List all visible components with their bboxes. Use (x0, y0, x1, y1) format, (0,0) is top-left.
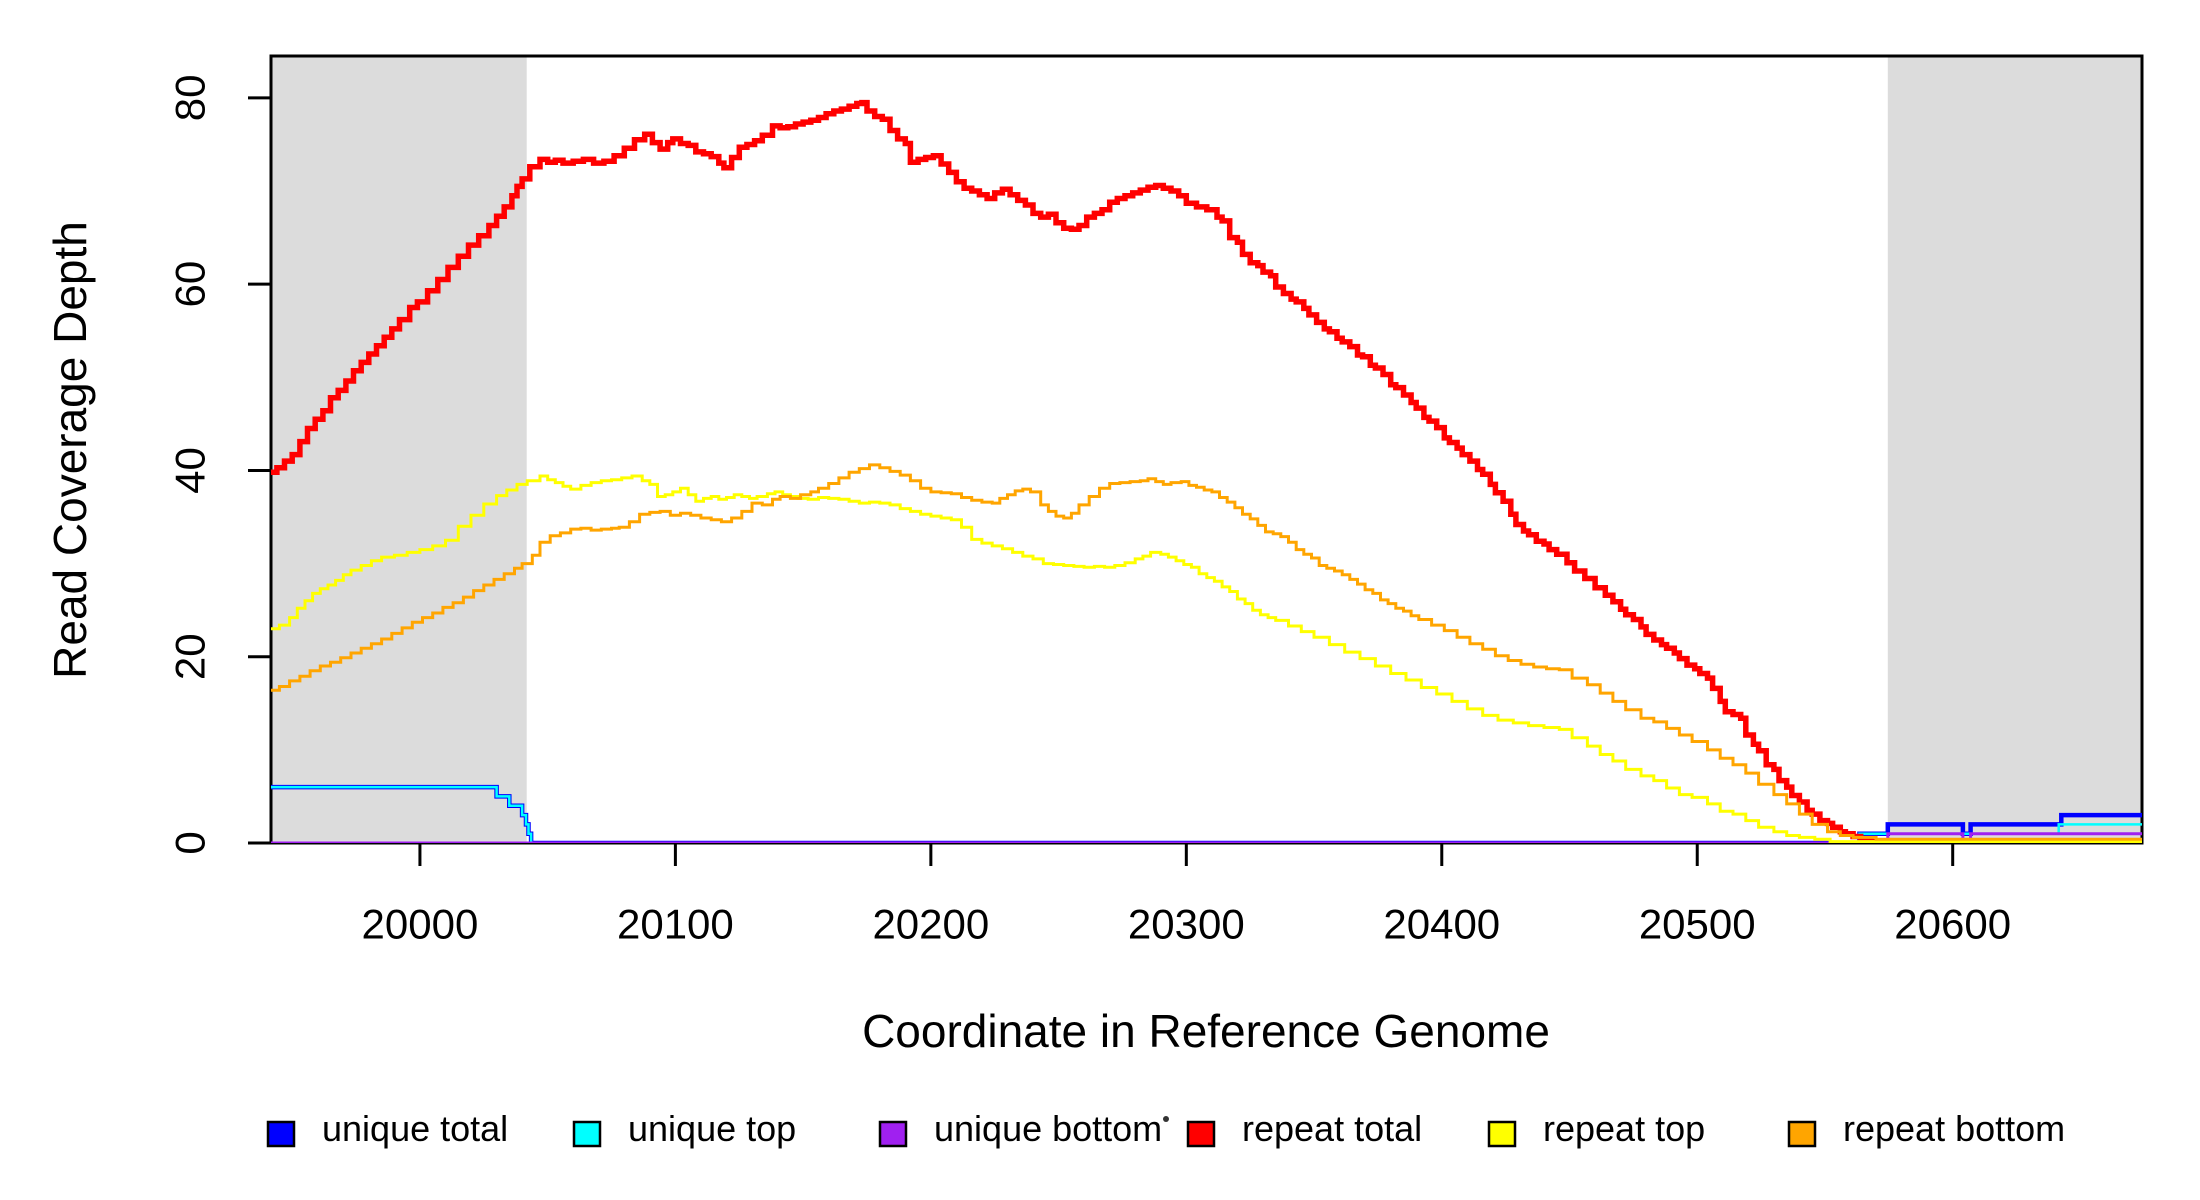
plot-box (269, 54, 2144, 845)
legend-label: unique bottom (934, 1108, 1162, 1149)
y-tick-label: 80 (167, 75, 214, 122)
legend-swatch-repeat-total (1186, 1120, 1216, 1148)
series-lines (271, 99, 2142, 843)
stray-dot (1163, 1116, 1169, 1122)
x-axis-title: Coordinate in Reference Genome (862, 1005, 1550, 1057)
y-axis-title: Read Coverage Depth (44, 221, 96, 679)
y-tick-label: 40 (167, 447, 214, 494)
legend-label: repeat top (1543, 1108, 1705, 1149)
y-tick-label: 0 (167, 831, 214, 854)
x-tick-label: 20100 (617, 901, 734, 948)
x-tick-label: 20500 (1639, 901, 1756, 948)
series-line-repeat-bottom (271, 463, 2142, 841)
shaded-regions (271, 56, 2142, 843)
x-tick-label: 20000 (362, 901, 479, 948)
y-tick-label: 20 (167, 633, 214, 680)
x-tick-label: 20600 (1894, 901, 2011, 948)
legend: unique total unique top unique bottom repea… (266, 1108, 2065, 1149)
legend-swatch-repeat-bottom (1787, 1120, 1817, 1148)
x-tick-label: 20200 (872, 901, 989, 948)
x-tick-label: 20400 (1383, 901, 1500, 948)
legend-label: repeat total (1242, 1108, 1422, 1149)
series-line-repeat-total (271, 99, 2142, 843)
tick-labels: 20000 20100 20200 20300 20400 20500 20600 0 20 40… (167, 75, 2012, 948)
legend-label: unique top (628, 1108, 796, 1149)
legend-swatch-unique-total (266, 1120, 296, 1148)
legend-label: repeat bottom (1843, 1108, 2065, 1149)
x-tick-label: 20300 (1128, 901, 1245, 948)
legend-swatch-unique-top (572, 1120, 602, 1148)
series-line-repeat-top (271, 474, 2142, 843)
legend-swatch-unique-bottom (878, 1120, 908, 1148)
y-tick-label: 60 (167, 261, 214, 308)
shaded-region (271, 56, 527, 843)
shaded-region (1887, 56, 2142, 843)
legend-swatch-repeat-top (1487, 1120, 1517, 1148)
legend-label: unique total (322, 1108, 508, 1149)
